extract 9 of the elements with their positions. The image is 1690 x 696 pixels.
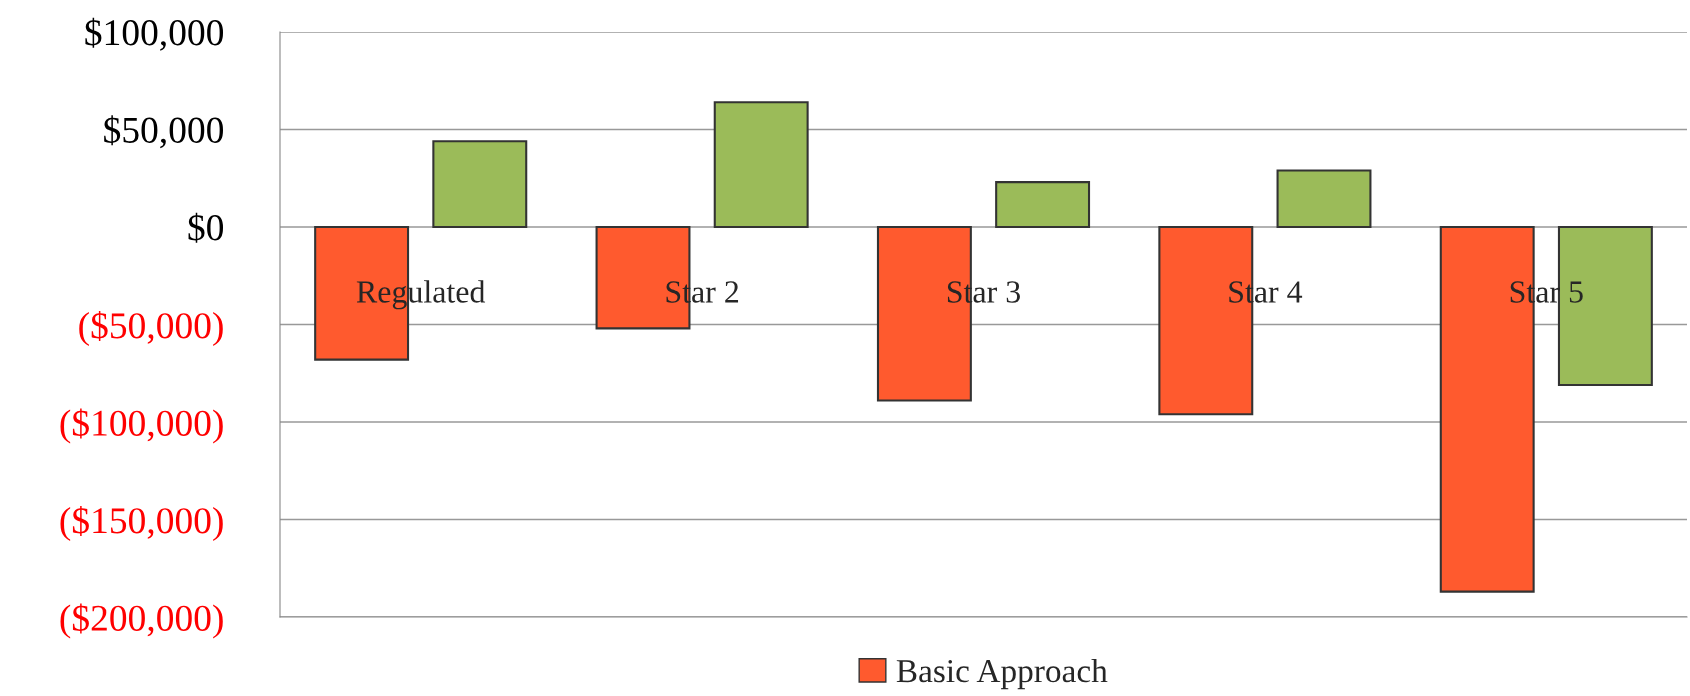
y-tick-label: $0 bbox=[188, 212, 224, 243]
x-tick-label: Star 5 bbox=[1510, 281, 1583, 303]
y-tick-label: ($50,000) bbox=[79, 310, 223, 347]
legend-label: Basic Approach bbox=[896, 658, 1108, 690]
y-tick-label: ($200,000) bbox=[60, 603, 223, 639]
y-tick-label: $100,000 bbox=[85, 17, 224, 51]
y-tick-label: ($100,000) bbox=[60, 408, 223, 444]
y-tick-label: $50,000 bbox=[104, 115, 224, 149]
y-tick-label: ($150,000) bbox=[60, 505, 223, 542]
